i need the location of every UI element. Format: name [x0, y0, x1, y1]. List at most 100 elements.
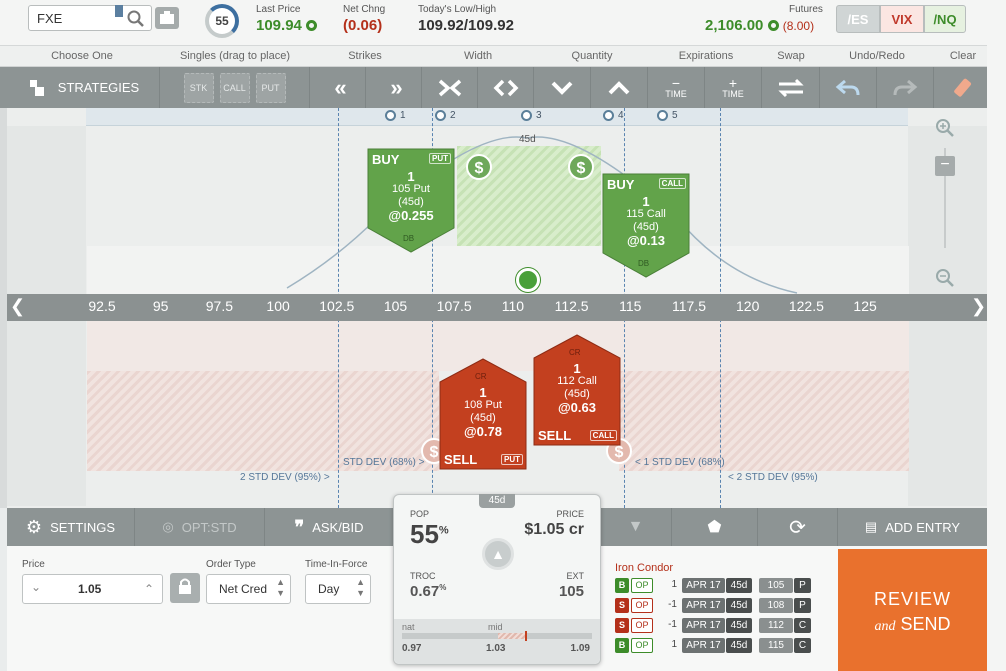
bookmark-icon[interactable]: [115, 5, 123, 17]
tag-button[interactable]: ⬟: [672, 508, 758, 546]
ticket-type: PUT: [501, 454, 523, 465]
rail-right-arrow[interactable]: ❯: [971, 296, 987, 316]
right-edge-panel: [987, 0, 1006, 671]
ticket-badge: DB: [403, 234, 415, 243]
tif-select[interactable]: Day ▲ ▼: [305, 574, 371, 604]
price-marker[interactable]: [516, 268, 540, 292]
ticket-sell-call[interactable]: CR 1 112 Call (45d) @0.63 SELL CALL: [533, 334, 621, 446]
filter-button[interactable]: ▼: [600, 508, 672, 546]
ticket-sell-put[interactable]: CR 1 108 Put (45d) @0.78 SELL PUT: [439, 358, 527, 470]
ticket-buy-put[interactable]: BUY PUT 1 105 Put (45d) @0.255 DB: [367, 148, 455, 253]
widen-icon: [493, 79, 518, 96]
leg-row[interactable]: B OP 1 APR 17 45d 115 C: [615, 638, 815, 655]
undo-button[interactable]: [820, 67, 877, 108]
strategy-chart[interactable]: 1 2 3 4 5 92.5 95 97.5 100 102.5 105 107.5 110 1…: [7, 108, 987, 508]
zoom-slider[interactable]: [944, 148, 946, 248]
quantity-down-button[interactable]: [534, 67, 591, 108]
strike-label[interactable]: 107.5: [436, 298, 472, 314]
tif-value: Day: [318, 582, 340, 596]
zoom-out-icon[interactable]: [935, 268, 955, 288]
strategies-button[interactable]: STRATEGIES: [8, 67, 160, 108]
minus-icon: −: [671, 74, 681, 91]
single-call[interactable]: CALL: [219, 72, 250, 103]
order-type-select[interactable]: Net Cred ▲ ▼: [206, 574, 291, 604]
std-marker-4[interactable]: 4: [603, 110, 624, 121]
swap-button[interactable]: [762, 67, 820, 108]
strike-label[interactable]: 102.5: [319, 298, 355, 314]
std-marker-2[interactable]: 2: [435, 110, 456, 121]
briefcase-icon[interactable]: [155, 7, 179, 29]
pop-days: 45d: [479, 494, 515, 508]
strike-label[interactable]: 110: [501, 298, 525, 314]
center-toggle-button[interactable]: ▲: [482, 538, 514, 570]
std-marker-1[interactable]: 1: [385, 110, 406, 121]
width-widen-button[interactable]: [478, 67, 534, 108]
redo-button[interactable]: [877, 67, 934, 108]
strike-label[interactable]: 122.5: [788, 298, 824, 314]
settings-button[interactable]: ⚙ SETTINGS: [7, 508, 135, 546]
single-put[interactable]: PUT: [255, 72, 286, 103]
tab-es[interactable]: /ES: [836, 5, 880, 33]
width-narrow-button[interactable]: [422, 67, 478, 108]
optstd-button[interactable]: ◎ OPT:STD: [135, 508, 265, 546]
add-entry-button[interactable]: ▤ ADD ENTRY: [838, 508, 987, 546]
tab-nq[interactable]: /NQ: [924, 5, 966, 33]
strike-label[interactable]: 105: [383, 298, 408, 314]
leg-row[interactable]: B OP 1 APR 17 45d 105 P: [615, 578, 815, 595]
time-minus-button[interactable]: − TIME: [648, 67, 705, 108]
singles-group: STK CALL PUT: [160, 67, 310, 108]
dollar-icon[interactable]: $: [466, 154, 492, 180]
zoom-in-icon[interactable]: [935, 118, 955, 138]
ticket-qty: 1: [479, 385, 487, 400]
leg-row[interactable]: S OP -1 APR 17 45d 112 C: [615, 618, 815, 635]
ticket-qty: 1: [642, 194, 650, 209]
strike-label[interactable]: 95: [152, 298, 169, 314]
dollar-icon[interactable]: $: [568, 154, 594, 180]
refresh-button[interactable]: ⟳: [758, 508, 838, 546]
lock-button[interactable]: [170, 573, 200, 603]
ticket-badge: CR: [569, 348, 581, 357]
price-stepper[interactable]: ⌄ 1.05 ⌃: [22, 574, 163, 604]
score-ring: 55: [205, 4, 239, 38]
strike-right-button[interactable]: »: [366, 67, 422, 108]
futures: 2,106.00 (8.00): [705, 17, 814, 34]
ticket-buy-call[interactable]: BUY CALL 1 115 Call (45d) @0.13 DB: [602, 173, 690, 278]
strike-label[interactable]: 112.5: [554, 298, 589, 314]
strategies-label: STRATEGIES: [57, 80, 140, 95]
price-value[interactable]: 1.05: [78, 582, 102, 596]
strike-label[interactable]: 92.5: [88, 298, 116, 314]
review-send-button[interactable]: REVIEW and SEND: [838, 549, 987, 671]
strike-left-button[interactable]: «: [310, 67, 366, 108]
price-label: Price: [22, 559, 45, 570]
askbid-button[interactable]: ❞ ASK/BID: [265, 508, 394, 546]
rail-left-arrow[interactable]: ❮: [10, 296, 26, 316]
leg-qty: 1: [671, 639, 677, 650]
leg-row[interactable]: S OP -1 APR 17 45d 108 P: [615, 598, 815, 615]
strike-label[interactable]: 97.5: [205, 298, 234, 314]
std-marker-3[interactable]: 3: [521, 110, 542, 121]
std-marker-5[interactable]: 5: [657, 110, 678, 121]
zoom-slider-handle[interactable]: −: [935, 156, 955, 176]
clear-button[interactable]: [934, 67, 992, 108]
strike-label[interactable]: 120: [736, 298, 760, 314]
time-plus-button[interactable]: + TIME: [705, 67, 762, 108]
strike-label[interactable]: 115: [619, 298, 642, 314]
chevron-down-icon[interactable]: ⌄: [31, 580, 42, 594]
leg-type: C: [794, 618, 811, 633]
gear-icon: ⚙: [25, 516, 43, 537]
price-range-bar[interactable]: nat mid 0.97 1.03 1.09: [394, 619, 600, 664]
chevron-up-icon[interactable]: ⌃: [143, 582, 154, 596]
search-icon[interactable]: [127, 10, 145, 28]
single-stk[interactable]: STK: [183, 72, 214, 103]
strike-label[interactable]: 125: [853, 298, 877, 314]
symbol-input[interactable]: [37, 11, 117, 26]
optstd-label: OPT:STD: [181, 519, 237, 535]
symbol-search[interactable]: [28, 5, 152, 31]
label-undo-redo: Undo/Redo: [849, 50, 905, 62]
tab-vix[interactable]: VIX: [880, 5, 924, 33]
strike-label[interactable]: 117.5: [672, 298, 706, 314]
quantity-up-button[interactable]: [591, 67, 648, 108]
target-icon: ◎: [162, 519, 174, 534]
range-marker[interactable]: [525, 631, 527, 641]
strike-label[interactable]: 100: [266, 298, 290, 314]
